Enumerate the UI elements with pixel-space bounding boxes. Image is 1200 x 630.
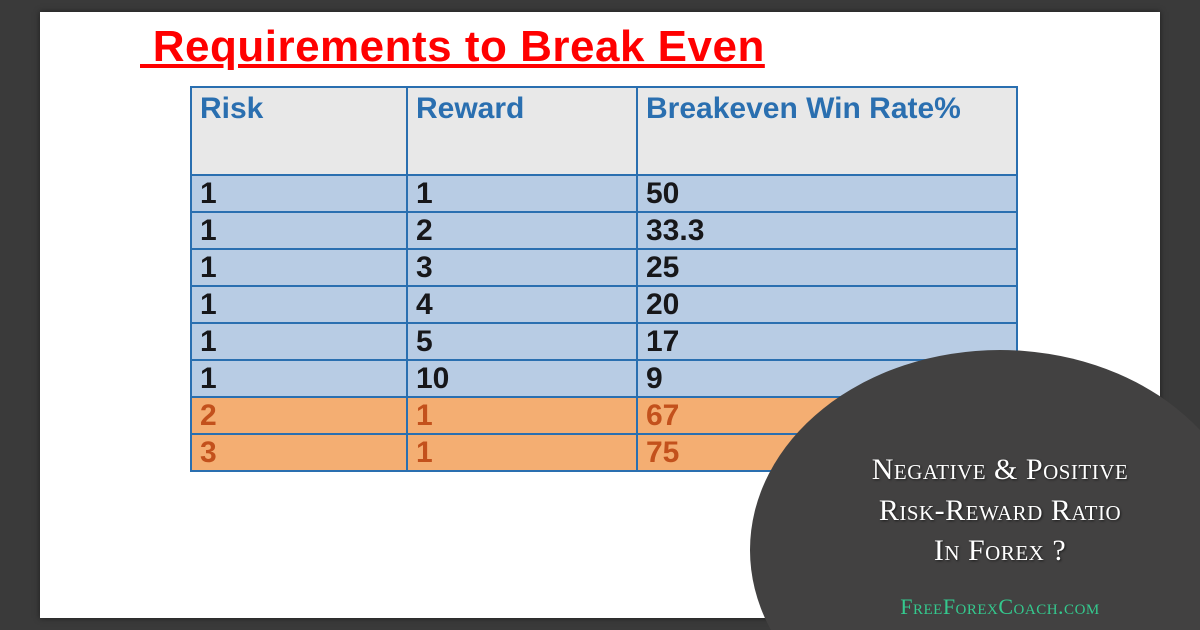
table-row: 1420: [191, 286, 1017, 323]
table-cell: 20: [637, 286, 1017, 323]
bubble-line: Risk-Reward Ratio: [750, 491, 1200, 532]
table-cell: 10: [407, 360, 637, 397]
table-cell: 2: [191, 397, 407, 434]
table-row: 1517: [191, 323, 1017, 360]
bubble-line: Negative & Positive: [750, 450, 1200, 491]
table-head: RiskRewardBreakeven Win Rate%: [191, 87, 1017, 175]
page-title: Requirements to Break Even: [140, 22, 1160, 72]
table-cell: 33.3: [637, 212, 1017, 249]
bubble-text: Negative & PositiveRisk-Reward RatioIn F…: [750, 450, 1200, 572]
table-cell: 1: [191, 286, 407, 323]
table-cell: 4: [407, 286, 637, 323]
table-cell: 1: [407, 397, 637, 434]
table-row: 1233.3: [191, 212, 1017, 249]
table-cell: 1: [191, 175, 407, 212]
col-header: Reward: [407, 87, 637, 175]
table-cell: 1: [191, 360, 407, 397]
table-cell: 25: [637, 249, 1017, 286]
table-cell: 3: [407, 249, 637, 286]
table-cell: 3: [191, 434, 407, 471]
brand-label: FreeForexCoach.com: [750, 594, 1200, 620]
bubble-line: In Forex ?: [750, 531, 1200, 572]
table-cell: 1: [191, 249, 407, 286]
table-row: 1150: [191, 175, 1017, 212]
table-row: 1325: [191, 249, 1017, 286]
table-cell: 1: [191, 212, 407, 249]
table-cell: 1: [407, 434, 637, 471]
table-header-row: RiskRewardBreakeven Win Rate%: [191, 87, 1017, 175]
table-cell: 2: [407, 212, 637, 249]
table-cell: 1: [407, 175, 637, 212]
table-cell: 5: [407, 323, 637, 360]
table-cell: 50: [637, 175, 1017, 212]
table-cell: 1: [191, 323, 407, 360]
col-header: Breakeven Win Rate%: [637, 87, 1017, 175]
col-header: Risk: [191, 87, 407, 175]
